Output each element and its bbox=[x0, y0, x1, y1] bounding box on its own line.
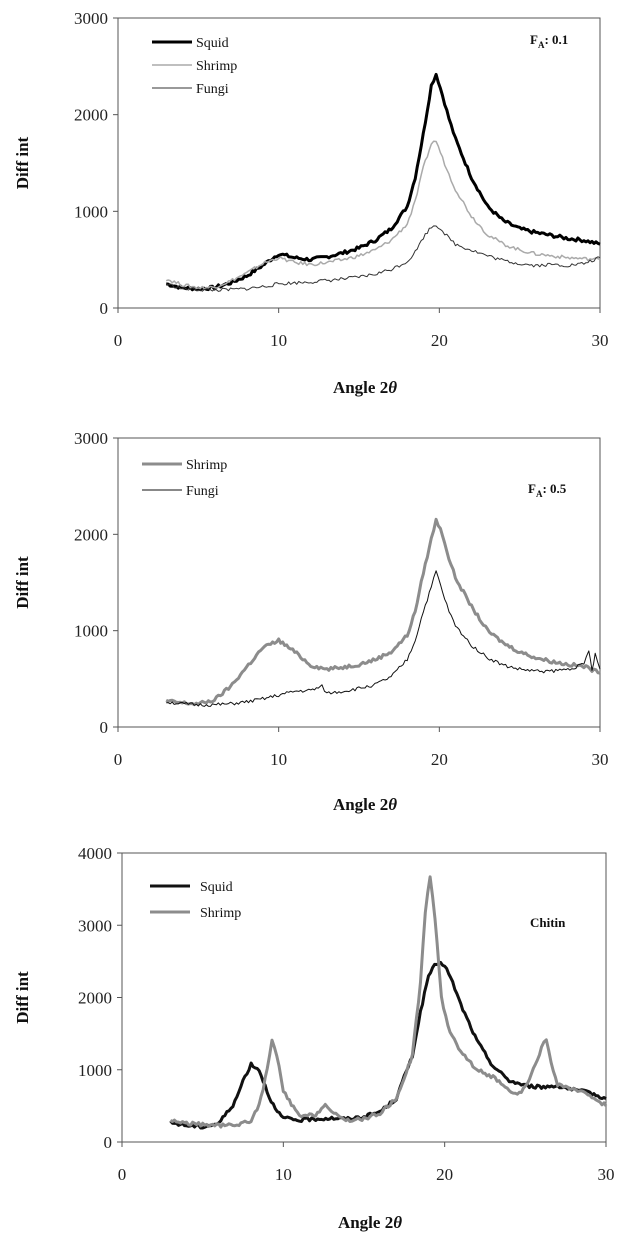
y-tick-label: 2000 bbox=[74, 525, 108, 544]
x-axis-title: Angle 2θ bbox=[338, 1213, 402, 1232]
y-tick-label: 0 bbox=[100, 718, 109, 737]
plot-frame bbox=[117, 437, 601, 728]
panel-annotation: FA: 0.5 bbox=[528, 481, 567, 499]
x-tick-label: 30 bbox=[598, 1165, 615, 1184]
x-tick-label: 10 bbox=[275, 1165, 292, 1184]
series-line-fungi bbox=[166, 570, 601, 707]
x-tick-label: 30 bbox=[592, 750, 609, 769]
legend-label-fungi: Fungi bbox=[196, 82, 229, 97]
plot-frame bbox=[117, 17, 601, 309]
legend-label-shrimp: Shrimp bbox=[186, 458, 227, 473]
panel-annotation: Chitin bbox=[530, 915, 566, 930]
x-tick-label: 10 bbox=[270, 331, 287, 350]
y-tick-label: 2000 bbox=[74, 106, 108, 125]
x-tick-label: 20 bbox=[436, 1165, 453, 1184]
x-axis-title: Angle 2θ bbox=[333, 378, 397, 397]
y-tick-label: 3000 bbox=[74, 429, 108, 448]
series-line-squid bbox=[166, 72, 601, 292]
series-line-shrimp bbox=[169, 875, 608, 1129]
series-line-squid bbox=[169, 961, 607, 1130]
x-tick-label: 10 bbox=[270, 750, 287, 769]
y-tick-label: 4000 bbox=[78, 844, 112, 863]
y-tick-label: 2000 bbox=[78, 989, 112, 1008]
chart-panel-1: 0 1000 2000 3000 0 10 20 30 Angle 2θ Diff int Squi… bbox=[13, 9, 609, 397]
y-axis-title: Diff int bbox=[13, 971, 32, 1024]
chart-panel-2: 0 1000 2000 3000 0 10 20 30 Angle 2θ Diff int Shri… bbox=[13, 429, 609, 814]
x-axis-title: Angle 2θ bbox=[333, 795, 397, 814]
y-tick-label: 0 bbox=[100, 299, 109, 318]
y-tick-label: 3000 bbox=[74, 9, 108, 28]
y-axis-title: Diff int bbox=[13, 136, 32, 189]
series-line-fungi bbox=[165, 225, 601, 292]
x-tick-label: 0 bbox=[114, 331, 123, 350]
legend-label-squid: Squid bbox=[200, 880, 233, 895]
y-tick-label: 1000 bbox=[74, 202, 108, 221]
legend-label-shrimp: Shrimp bbox=[200, 906, 241, 921]
x-tick-label: 0 bbox=[118, 1165, 127, 1184]
legend-label-fungi: Fungi bbox=[186, 484, 219, 499]
legend-label-shrimp: Shrimp bbox=[196, 59, 237, 74]
y-tick-label: 1000 bbox=[78, 1061, 112, 1080]
legend-label-squid: Squid bbox=[196, 36, 229, 51]
x-tick-label: 20 bbox=[431, 331, 448, 350]
chart-panel-3: 0 1000 2000 3000 4000 0 10 20 30 Angle 2θ Diff int… bbox=[13, 844, 615, 1232]
y-tick-label: 1000 bbox=[74, 622, 108, 641]
y-tick-label: 3000 bbox=[78, 916, 112, 935]
x-tick-label: 20 bbox=[431, 750, 448, 769]
panel-annotation: FA: 0.1 bbox=[530, 32, 568, 50]
x-tick-label: 30 bbox=[592, 331, 609, 350]
series-line-shrimp bbox=[165, 517, 601, 707]
y-tick-label: 0 bbox=[104, 1133, 113, 1152]
series-line-shrimp bbox=[165, 140, 601, 290]
plot-frame bbox=[121, 852, 607, 1143]
y-axis-title: Diff int bbox=[13, 556, 32, 609]
x-tick-label: 0 bbox=[114, 750, 123, 769]
